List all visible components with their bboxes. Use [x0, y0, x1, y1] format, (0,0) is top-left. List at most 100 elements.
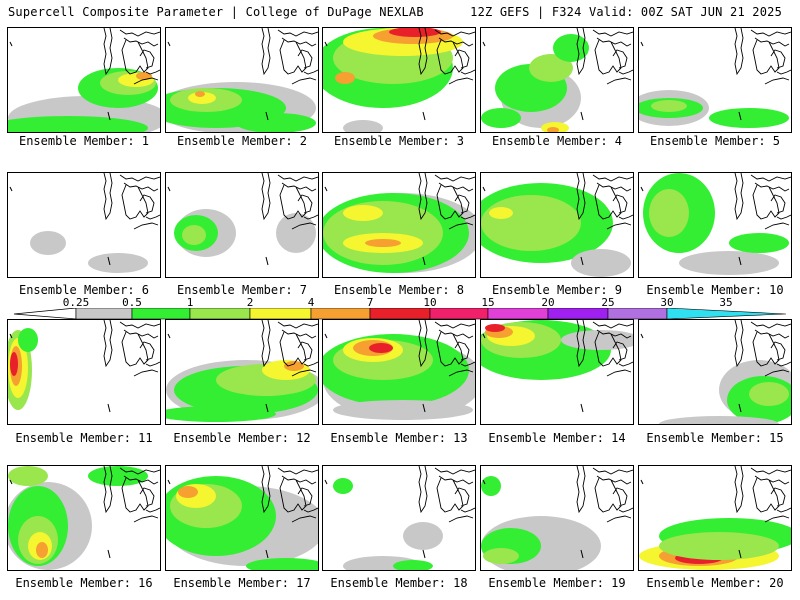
scp-contour-green: [553, 34, 589, 62]
colorbar-swatches: [13, 308, 787, 320]
member-label: Ensemble Member: 7: [176, 283, 308, 297]
map-panel-member-1: [7, 27, 161, 133]
colorbar-tick-label: 7: [366, 296, 374, 309]
scp-contour-lightgreen: [659, 532, 779, 560]
member-label: Ensemble Member: 14: [488, 431, 626, 445]
coast-fragment: [167, 41, 269, 121]
colorbar-tick-label: 0.25: [62, 296, 90, 309]
scp-field-map: [323, 28, 475, 132]
coast-fragment: [167, 186, 269, 266]
scp-field-map: [323, 173, 475, 273]
scp-contour-lightgreen: [749, 382, 789, 406]
colorbar-swatch: [249, 308, 312, 320]
colorbar-legend: 0.25 0.5 1 2 4 7 10 15 20 25 30 35: [0, 296, 800, 320]
scp-contour-green: [166, 406, 276, 422]
member-label: Ensemble Member: 12: [173, 431, 311, 445]
map-panel-member-20: [638, 465, 792, 571]
colorbar-tick-label: 35: [719, 296, 733, 309]
scp-field-map: [8, 28, 160, 132]
great-lakes-outline: [418, 320, 475, 377]
scp-field-map: [481, 173, 633, 277]
great-lakes-outline: [261, 466, 318, 523]
map-title: Supercell Composite Parameter | College …: [8, 5, 424, 19]
map-panel-member-7: [165, 172, 319, 278]
map-panel-member-10: [638, 172, 792, 278]
colorbar-swatch: [607, 308, 668, 320]
coast-fragment: [640, 333, 742, 413]
scp-field-map: [481, 320, 633, 413]
scp-contour-red: [485, 324, 505, 332]
colorbar-swatch: [75, 308, 133, 320]
scp-field-map: [324, 466, 475, 570]
scp-contour-green: [8, 116, 148, 132]
great-lakes-outline: [261, 28, 318, 85]
scp-contour-green: [481, 108, 521, 128]
scp-contour-lightgray: [679, 251, 779, 275]
scp-contour-orange: [178, 486, 198, 498]
scp-contour-yellow: [489, 207, 513, 219]
member-label: Ensemble Member: 4: [491, 134, 623, 148]
member-label: Ensemble Member: 19: [488, 576, 626, 590]
great-lakes-outline: [103, 466, 160, 523]
member-label: Ensemble Member: 13: [330, 431, 468, 445]
scp-contour-orange: [365, 239, 401, 247]
colorbar-swatch: [369, 308, 431, 320]
scp-contour-lightgray: [88, 253, 148, 273]
scp-contour-lightgreen: [649, 189, 689, 237]
scp-field-map: [166, 320, 318, 422]
great-lakes-outline: [418, 28, 475, 85]
map-panel-member-4: [480, 27, 634, 133]
scp-contour-lightgreen: [481, 195, 581, 251]
scp-contour-green: [709, 108, 789, 128]
coast-fragment: [640, 186, 742, 266]
scp-field-map: [640, 173, 791, 275]
scp-field-map: [9, 173, 160, 273]
coast-fragment: [640, 41, 742, 121]
member-label: Ensemble Member: 11: [15, 431, 153, 445]
member-label: Ensemble Member: 15: [646, 431, 784, 445]
map-panel-member-6: [7, 172, 161, 278]
coast-fragment: [324, 41, 426, 121]
scp-contour-lightgray: [571, 249, 631, 277]
member-label: Ensemble Member: 17: [173, 576, 311, 590]
colorbar-tick-label: 30: [660, 296, 674, 309]
colorbar-swatch: [189, 308, 251, 320]
map-panel-member-12: [165, 319, 319, 425]
scp-contour-lightgreen: [529, 54, 573, 82]
coast-fragment: [9, 41, 111, 121]
map-panel-member-2: [165, 27, 319, 133]
great-lakes-outline: [734, 320, 791, 377]
colorbar-swatch: [487, 308, 549, 320]
scp-field-map: [167, 173, 318, 266]
coast-fragment: [324, 333, 426, 413]
scp-contour-green: [393, 560, 433, 570]
scp-contour-lightgray: [403, 522, 443, 550]
map-panel-member-11: [7, 319, 161, 425]
great-lakes-outline: [734, 466, 791, 523]
scp-contour-orange: [136, 72, 152, 80]
map-panel-member-15: [638, 319, 792, 425]
colorbar-tick-label: 20: [541, 296, 555, 309]
scp-contour-orange: [335, 72, 355, 84]
map-panel-member-18: [322, 465, 476, 571]
member-label: Ensemble Member: 3: [333, 134, 465, 148]
scp-contour-green: [729, 233, 789, 253]
scp-contour-lightgray: [30, 231, 66, 255]
coast-fragment: [640, 479, 742, 559]
scp-contour-orange: [547, 127, 559, 132]
coast-fragment: [167, 333, 269, 413]
map-panel-member-13: [322, 319, 476, 425]
coast-fragment: [324, 479, 426, 559]
map-panel-member-5: [638, 27, 792, 133]
scp-contour-lightgreen: [182, 225, 206, 245]
great-lakes-outline: [261, 173, 318, 230]
scp-field-map: [639, 28, 791, 128]
colorbar-tick-label: 1: [186, 296, 194, 309]
colorbar-swatch: [131, 308, 191, 320]
great-lakes-outline: [576, 320, 633, 377]
coast-fragment: [324, 186, 426, 266]
colorbar-tick-label: 15: [481, 296, 495, 309]
scp-contour-lightgray: [276, 213, 316, 253]
member-label: Ensemble Member: 20: [646, 576, 784, 590]
colorbar-swatch: [429, 308, 489, 320]
